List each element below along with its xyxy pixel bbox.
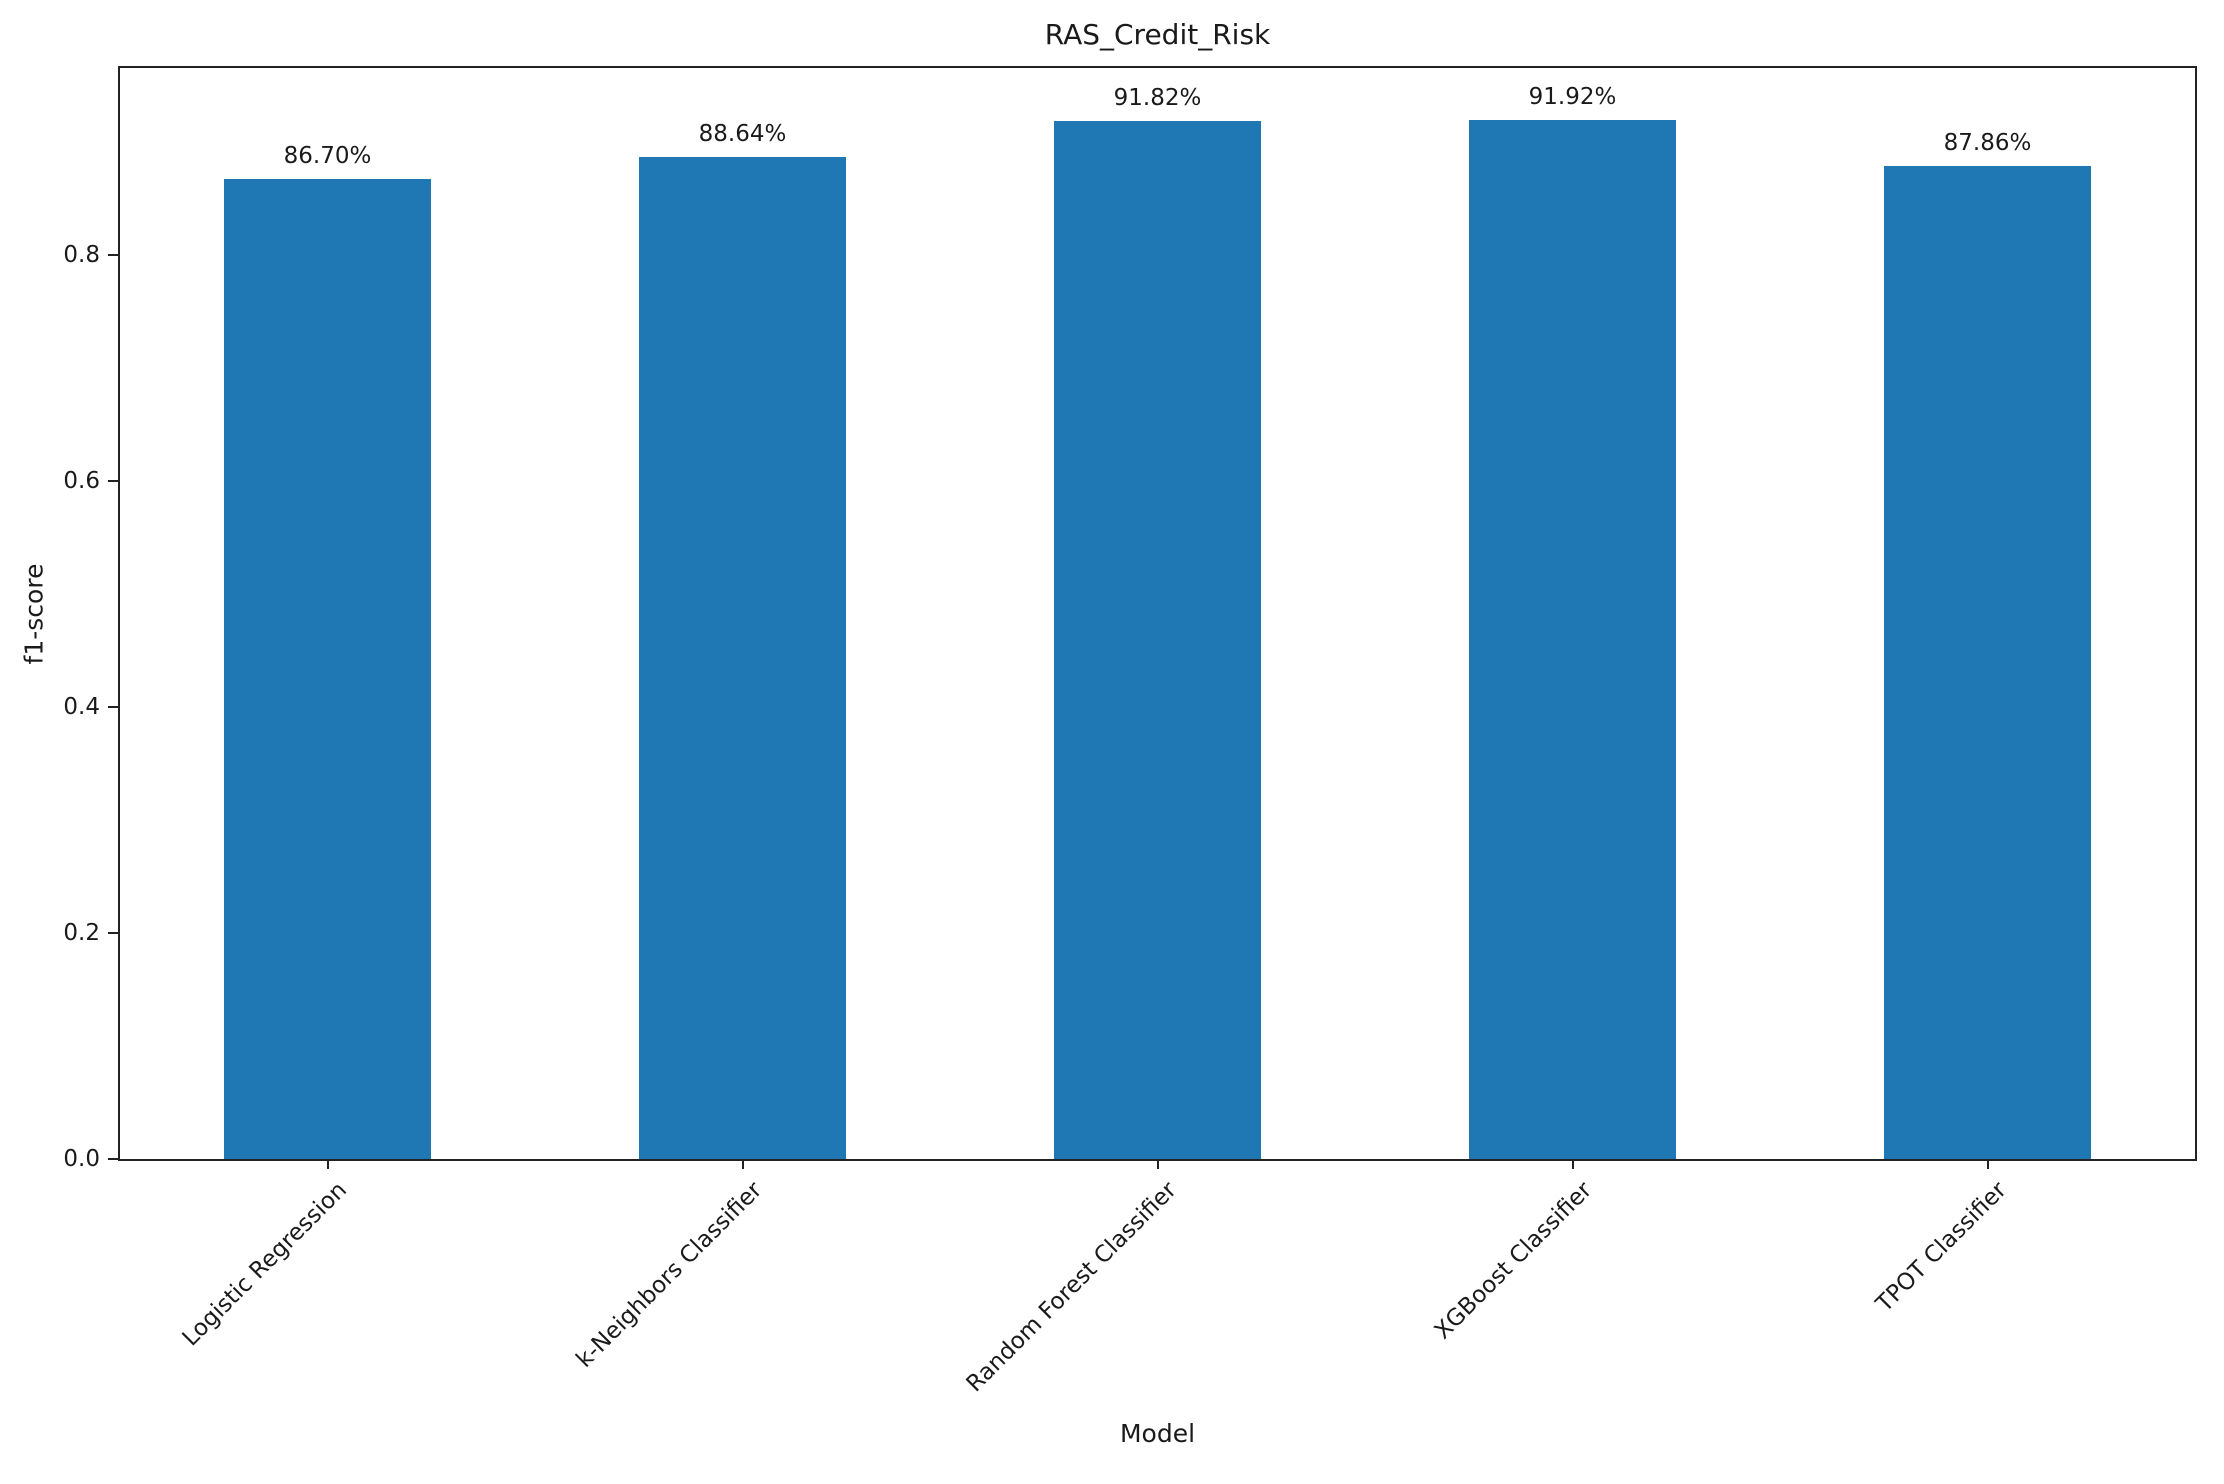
chart-title: RAS_Credit_Risk (1044, 18, 1271, 51)
y-tick-label: 0.8 (63, 241, 100, 268)
y-tick-mark (108, 253, 118, 256)
bar-1 (223, 179, 432, 1159)
bar-value-label: 88.64% (698, 121, 787, 147)
y-axis-label-text: f1-score (19, 563, 49, 664)
y-tick-mark (108, 1158, 118, 1160)
x-tick-label: Random Forest Classifier (961, 1177, 1182, 1398)
bar-5 (1883, 166, 2092, 1159)
y-tick-label: 0.0 (63, 1146, 100, 1172)
bar-value-label: 87.86% (1943, 130, 2032, 156)
y-tick-label: 0.2 (63, 919, 100, 946)
bar-value-label: 91.92% (1528, 84, 1617, 110)
y-tick-mark (108, 931, 118, 934)
bar-2 (638, 157, 847, 1159)
bar-value-label: 91.82% (1113, 85, 1202, 111)
y-tick-mark (108, 479, 118, 482)
x-tick-label: TPOT Classifier (1871, 1177, 2012, 1318)
bar-value-label: 86.70% (283, 143, 372, 169)
y-tick-label: 0.6 (63, 467, 100, 494)
x-tick-mark (741, 1159, 744, 1169)
x-axis-label-text: Model (1119, 1419, 1196, 1448)
x-tick-mark (1986, 1159, 1989, 1169)
x-tick-mark (326, 1159, 329, 1169)
x-tick-label: Logistic Regression (177, 1177, 352, 1352)
plot-area: 86.70% 88.64% 91.82% 91.92% 87.86% (118, 66, 2197, 1161)
x-tick-mark (1156, 1159, 1159, 1169)
y-tick-mark (108, 705, 118, 708)
x-tick-label: k-Neighbors Classifier (571, 1177, 767, 1373)
y-tick-label: 0.4 (63, 693, 100, 720)
bar-3 (1053, 121, 1262, 1159)
bar-4 (1468, 120, 1677, 1159)
x-tick-mark (1571, 1159, 1574, 1169)
x-tick-label: XGBoost Classifier (1429, 1177, 1597, 1345)
